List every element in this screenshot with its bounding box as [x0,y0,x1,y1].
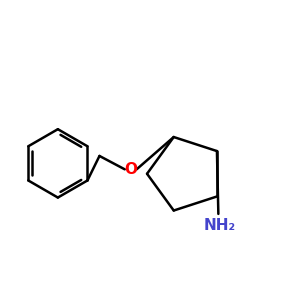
Text: O: O [124,162,137,177]
Text: NH₂: NH₂ [204,218,236,233]
